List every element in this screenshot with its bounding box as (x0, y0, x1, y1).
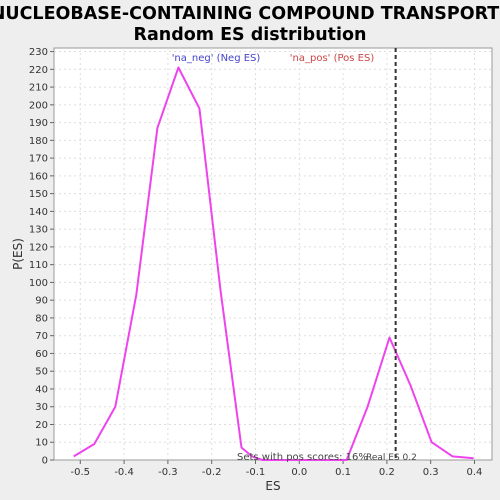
legend-entry-neg: 'na_neg' (Neg ES) (172, 53, 261, 64)
y-tick-label: 220 (29, 65, 48, 76)
x-tick-label: 0.4 (467, 467, 483, 478)
y-tick-label: 230 (29, 47, 48, 58)
axes: 0 10 20 30 40 50 60 70 80 90 100 110 120 130 140 150 160… (29, 47, 483, 478)
y-tick-label: 120 (29, 242, 48, 253)
pos-scores-annotation: Sets with pos scores: 16% (237, 452, 368, 463)
y-tick-label: 200 (29, 100, 48, 111)
x-tick-label: -0.3 (158, 467, 178, 478)
y-tick-label: 100 (29, 278, 48, 289)
y-tick-label: 0 (42, 456, 48, 467)
y-tick-label: 150 (29, 189, 48, 200)
x-tick-label: 0.2 (379, 467, 395, 478)
y-tick-label: 70 (35, 331, 48, 342)
x-tick-label: 0.3 (423, 467, 439, 478)
grid (54, 48, 492, 460)
y-tick-label: 160 (29, 171, 48, 182)
y-tick-label: 20 (35, 420, 48, 431)
y-tick-label: 10 (35, 438, 48, 449)
y-tick-label: 130 (29, 225, 48, 236)
y-tick-label: 180 (29, 136, 48, 147)
chart-title-line-2: Random ES distribution (133, 25, 366, 45)
series-line (73, 66, 474, 461)
x-tick-label: 0.1 (335, 467, 351, 478)
y-tick-label: 210 (29, 83, 48, 94)
y-tick-label: 140 (29, 207, 48, 218)
chart-title-line-1: NUCLEOBASE-CONTAINING COMPOUND TRANSPORT… (0, 4, 500, 24)
y-tick-label: 80 (35, 313, 48, 324)
y-tick-label: 30 (35, 402, 48, 413)
x-tick-label: 0.0 (291, 467, 307, 478)
y-tick-label: 50 (35, 367, 48, 378)
x-axis-label: ES (265, 479, 280, 493)
real-es-annotation: Real ES 0.2 (366, 453, 417, 463)
y-tick-label: 90 (35, 296, 48, 307)
x-tick-label: -0.1 (246, 467, 266, 478)
x-tick-label: -0.4 (114, 467, 134, 478)
y-tick-label: 60 (35, 349, 48, 360)
plot-area (53, 47, 493, 461)
legend-entry-pos: 'na_pos' (Pos ES) (290, 53, 375, 64)
x-tick-label: -0.2 (202, 467, 222, 478)
y-tick-label: 40 (35, 384, 48, 395)
series-layer (73, 66, 474, 461)
y-axis-label: P(ES) (11, 238, 25, 270)
x-tick-label: -0.5 (71, 467, 91, 478)
y-tick-label: 170 (29, 154, 48, 165)
y-tick-label: 110 (29, 260, 48, 271)
y-tick-label: 190 (29, 118, 48, 129)
